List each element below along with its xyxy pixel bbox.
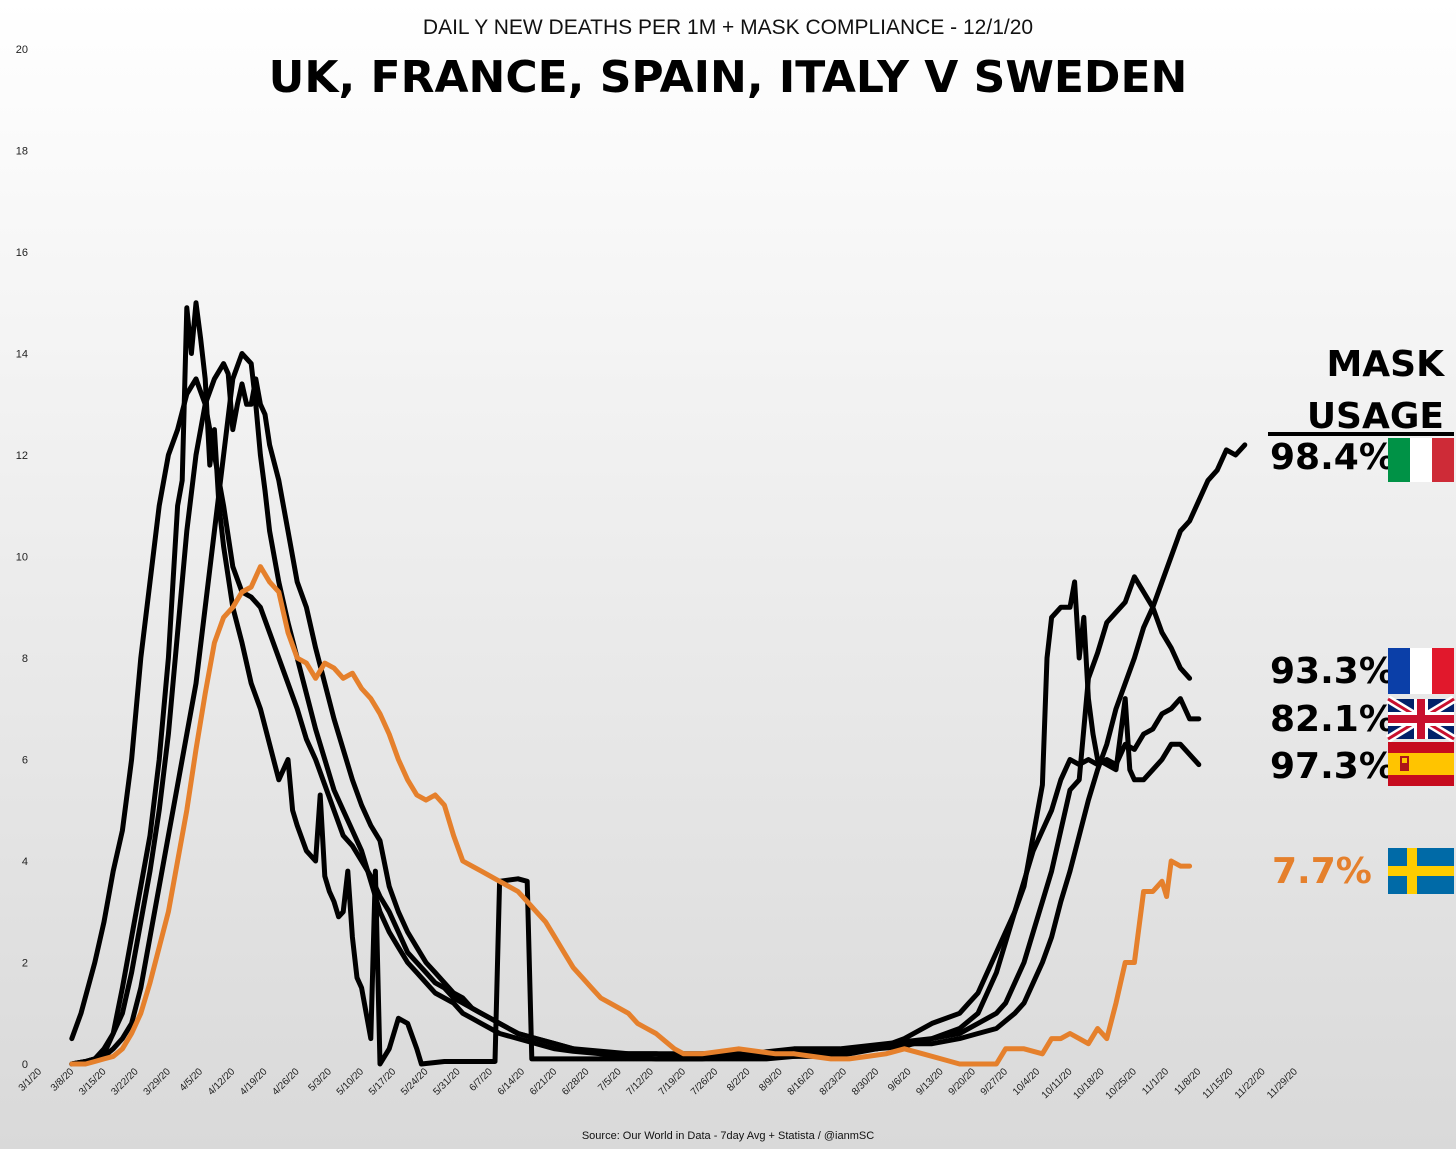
x-tick-label: 6/21/20 xyxy=(528,1066,560,1098)
y-tick-label: 20 xyxy=(16,44,28,56)
italy-mask-label: 98.4% xyxy=(1270,437,1395,478)
y-tick-label: 4 xyxy=(22,856,28,868)
spain-mask-label: 97.3% xyxy=(1270,746,1395,787)
chart-subtitle: DAIL Y NEW DEATHS PER 1M + MASK COMPLIAN… xyxy=(423,16,1033,39)
y-tick-label: 18 xyxy=(16,146,28,158)
y-tick-label: 12 xyxy=(16,450,28,462)
x-tick-label: 3/15/20 xyxy=(77,1066,109,1098)
x-tick-label: 10/11/20 xyxy=(1040,1066,1075,1101)
y-axis-ticks: 0 2 4 6 8 10 12 14 16 18 20 xyxy=(16,44,28,1071)
series-line-3 xyxy=(69,361,1202,1067)
x-tick-label: 11/22/20 xyxy=(1233,1066,1268,1101)
x-tick-label: 10/25/20 xyxy=(1104,1066,1140,1102)
mask-heading-line-2: USAGE xyxy=(1307,396,1444,437)
uk-mask-label: 82.1% xyxy=(1270,699,1395,740)
x-tick-label: 9/27/20 xyxy=(979,1066,1011,1098)
series-line-4 xyxy=(69,351,1202,1067)
x-tick-label: 9/20/20 xyxy=(947,1066,979,1098)
x-tick-label: 4/19/20 xyxy=(238,1066,270,1098)
x-tick-label: 11/1/20 xyxy=(1140,1066,1171,1097)
x-tick-label: 9/6/20 xyxy=(886,1066,914,1094)
x-tick-label: 5/31/20 xyxy=(431,1066,463,1098)
x-tick-label: 3/8/20 xyxy=(49,1066,77,1094)
italy-flag-icon xyxy=(1388,438,1454,482)
x-tick-label: 4/12/20 xyxy=(206,1066,238,1098)
y-tick-label: 14 xyxy=(16,349,28,361)
x-axis-ticks: 3/1/20 3/8/20 3/15/20 3/22/20 3/29/20 4/5/20 4… xyxy=(17,1066,1301,1102)
x-tick-label: 8/2/20 xyxy=(725,1066,753,1094)
series-line-1 xyxy=(69,376,1248,1059)
x-tick-label: 8/9/20 xyxy=(757,1066,785,1094)
x-tick-label: 6/14/20 xyxy=(496,1066,528,1098)
y-tick-label: 10 xyxy=(16,552,28,564)
x-tick-label: 4/5/20 xyxy=(178,1066,206,1094)
sweden-flag-icon xyxy=(1388,848,1454,894)
x-tick-label: 3/22/20 xyxy=(109,1066,141,1098)
x-tick-label: 3/1/20 xyxy=(17,1066,45,1094)
x-tick-label: 8/30/20 xyxy=(850,1066,882,1098)
x-tick-label: 5/24/20 xyxy=(399,1066,431,1098)
x-tick-label: 6/7/20 xyxy=(467,1066,495,1094)
x-tick-label: 8/16/20 xyxy=(786,1066,818,1098)
x-tick-label: 11/8/20 xyxy=(1172,1066,1203,1097)
x-tick-label: 10/4/20 xyxy=(1011,1066,1043,1098)
x-tick-label: 11/15/20 xyxy=(1201,1066,1236,1101)
france-mask-label: 93.3% xyxy=(1270,651,1395,692)
series-lines xyxy=(69,300,1248,1067)
x-tick-label: 7/19/20 xyxy=(657,1066,689,1098)
x-tick-label: 3/29/20 xyxy=(142,1066,174,1098)
series-line-5 xyxy=(69,564,1193,1067)
x-tick-label: 11/29/20 xyxy=(1265,1066,1300,1101)
x-tick-label: 9/13/20 xyxy=(914,1066,946,1098)
spain-flag-icon xyxy=(1388,742,1454,786)
x-tick-label: 8/23/20 xyxy=(818,1066,850,1098)
y-tick-label: 2 xyxy=(22,958,28,970)
x-tick-label: 10/18/20 xyxy=(1071,1066,1107,1102)
chart-source: Source: Our World in Data - 7day Avg + S… xyxy=(582,1130,874,1142)
france-flag-icon xyxy=(1388,648,1454,694)
chart-title: UK, FRANCE, SPAIN, ITALY V SWEDEN xyxy=(269,52,1188,103)
sweden-mask-label: 7.7% xyxy=(1272,851,1372,892)
series-line-2 xyxy=(69,300,1193,1067)
y-tick-label: 0 xyxy=(22,1059,28,1071)
x-tick-label: 5/3/20 xyxy=(306,1066,334,1094)
mask-heading-line-1: MASK xyxy=(1326,344,1445,385)
x-tick-label: 7/12/20 xyxy=(625,1066,657,1098)
y-tick-label: 16 xyxy=(16,247,28,259)
x-tick-label: 5/17/20 xyxy=(367,1066,399,1098)
y-tick-label: 8 xyxy=(22,653,28,665)
x-tick-label: 4/26/20 xyxy=(270,1066,302,1098)
uk-flag-icon xyxy=(1385,695,1456,743)
x-tick-label: 6/28/20 xyxy=(560,1066,592,1098)
x-tick-label: 5/10/20 xyxy=(335,1066,367,1098)
x-tick-label: 7/5/20 xyxy=(596,1066,624,1094)
y-tick-label: 6 xyxy=(22,755,28,767)
x-tick-label: 7/26/20 xyxy=(689,1066,721,1098)
